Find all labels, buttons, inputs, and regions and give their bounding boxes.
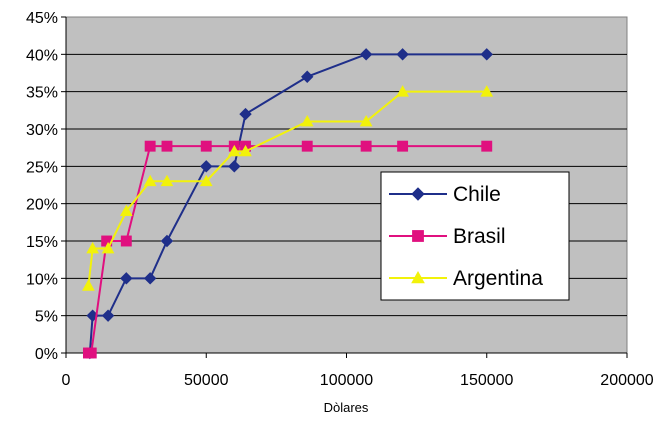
legend-label-chile: Chile <box>453 183 501 206</box>
y-tick-label: 40% <box>26 47 58 64</box>
data-point-brasil <box>360 140 372 152</box>
data-point-argentina <box>160 174 174 187</box>
data-point-argentina <box>143 174 157 187</box>
data-point-brasil <box>161 140 173 152</box>
data-point-argentina <box>300 115 314 127</box>
data-point-argentina <box>227 144 241 157</box>
y-tick-label: 5% <box>35 309 58 326</box>
data-point-brasil <box>301 140 313 152</box>
data-point-argentina <box>82 279 95 291</box>
x-tick-label: 100000 <box>320 372 373 389</box>
data-point-brasil <box>120 235 132 247</box>
y-tick-label: 25% <box>26 159 58 176</box>
legend-marker-brasil <box>412 230 424 242</box>
data-point-argentina <box>396 85 409 97</box>
x-tick-label: 0 <box>62 372 71 389</box>
data-point-brasil <box>481 140 493 152</box>
data-point-chile <box>160 234 174 248</box>
y-tick-label: 35% <box>26 85 58 102</box>
x-axis-label: Dòlares <box>324 400 369 415</box>
y-tick-label: 45% <box>26 10 58 27</box>
data-point-argentina <box>239 144 252 157</box>
y-axis-ticks: 0% 5% 10% 15% 20% 25% 30% 35% 40% 45% <box>26 10 66 363</box>
data-point-brasil <box>85 347 97 359</box>
data-point-chile <box>120 272 133 285</box>
x-tick-label: 50000 <box>184 372 229 389</box>
data-point-argentina <box>86 241 99 254</box>
x-tick-label: 200000 <box>600 372 653 389</box>
x-tick-label: 150000 <box>460 372 513 389</box>
legend: Chile Brasil Argentina <box>380 171 570 301</box>
series-argentina <box>82 85 494 291</box>
data-point-chile <box>239 107 252 121</box>
data-point-argentina <box>480 85 494 97</box>
data-point-chile <box>228 160 241 173</box>
data-point-argentina <box>199 174 213 187</box>
y-tick-label: 30% <box>26 122 58 139</box>
y-tick-label: 10% <box>26 271 58 288</box>
legend-label-argentina: Argentina <box>453 267 543 290</box>
data-point-chile <box>480 48 493 61</box>
data-point-chile <box>101 309 115 322</box>
y-tick-label: 0% <box>35 346 58 363</box>
data-point-argentina <box>359 115 373 127</box>
legend-item-chile: Chile <box>389 183 501 206</box>
data-point-brasil <box>200 140 212 152</box>
data-point-chile <box>143 272 157 285</box>
data-point-chile <box>200 160 213 173</box>
y-tick-label: 20% <box>26 197 58 214</box>
data-point-brasil <box>397 140 409 152</box>
legend-marker-argentina <box>411 270 425 284</box>
data-point-argentina <box>119 204 133 217</box>
data-point-brasil <box>144 140 156 152</box>
legend-item-brasil: Brasil <box>389 225 506 248</box>
x-axis-ticks: 0 50000 100000 150000 200000 <box>62 353 654 389</box>
legend-marker-chile <box>411 187 425 201</box>
y-tick-label: 15% <box>26 234 58 251</box>
series-layer <box>82 48 494 360</box>
legend-label-brasil: Brasil <box>453 225 506 248</box>
legend-item-argentina: Argentina <box>389 267 543 290</box>
data-point-argentina <box>101 241 115 254</box>
data-point-chile <box>301 70 314 83</box>
data-point-chile <box>396 48 409 61</box>
data-point-chile <box>359 48 373 61</box>
